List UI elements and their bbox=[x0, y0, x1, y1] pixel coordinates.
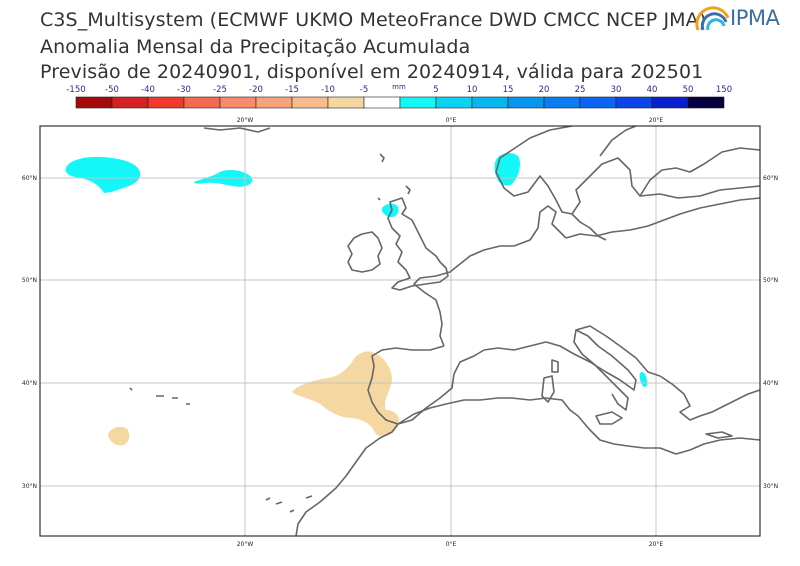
coastlines bbox=[129, 125, 761, 537]
y-tick-right-50n: 50°N bbox=[763, 277, 778, 284]
colorbar-tick-label: -150 bbox=[66, 85, 85, 95]
coast-baltic-south bbox=[565, 197, 761, 239]
coast-scandinavia bbox=[495, 125, 761, 215]
coast-denmark bbox=[537, 205, 567, 239]
y-tick-left-60n: 60°N bbox=[22, 175, 37, 182]
coast-crete bbox=[705, 431, 733, 439]
x-tick-bottom-0e: 0°E bbox=[446, 541, 457, 548]
colorbar-tick-label: -40 bbox=[141, 85, 155, 95]
title-line-1: C3S_Multisystem (ECMWF UKMO MeteoFrance … bbox=[40, 9, 707, 31]
coast-finland bbox=[639, 147, 761, 197]
x-tick-bottom-20e: 20°E bbox=[649, 541, 664, 548]
map-tick-labels: 20°W 0°E 20°E 20°W 0°E 20°E 60°N 50°N 40… bbox=[22, 117, 778, 548]
coast-shetland bbox=[379, 153, 385, 163]
coast-sardinia bbox=[541, 375, 555, 403]
coast-faroe bbox=[377, 197, 381, 201]
ipma-logo-text: IPMA bbox=[730, 6, 780, 30]
y-tick-right-40n: 40°N bbox=[763, 380, 778, 387]
colorbar-tick-label: 40 bbox=[647, 85, 658, 95]
coast-corsica bbox=[551, 359, 559, 373]
negative-anomaly-area-azores bbox=[108, 426, 130, 446]
coast-iberia bbox=[367, 345, 485, 425]
coast-gulf-bothnia bbox=[571, 125, 637, 241]
y-tick-right-60n: 60°N bbox=[763, 175, 778, 182]
coast-low-countries bbox=[459, 227, 539, 265]
coast-balkans bbox=[659, 375, 761, 421]
colorbar-tick-label: -15 bbox=[285, 85, 299, 95]
coast-iceland-fragments bbox=[203, 127, 271, 133]
colorbar-tick-label: 15 bbox=[503, 85, 514, 95]
colorbar-tick-label: 50 bbox=[683, 85, 694, 95]
coast-orkney bbox=[405, 185, 411, 195]
colorbar: -150 -50 -40 -30 -25 -20 -15 -10 -5 5 10 15 20 25 30 40… bbox=[66, 83, 732, 109]
map-grid bbox=[40, 126, 760, 536]
anomaly-areas bbox=[65, 152, 648, 446]
positive-anomaly-area-scotland bbox=[381, 203, 399, 218]
colorbar-tick-label: 5 bbox=[433, 85, 438, 95]
colorbar-tick-label: 25 bbox=[575, 85, 586, 95]
x-tick-bottom-20w: 20°W bbox=[237, 541, 254, 548]
positive-anomaly-area-atlantic-west bbox=[65, 156, 141, 193]
colorbar-tick-label: -10 bbox=[321, 85, 335, 95]
coast-france-west bbox=[413, 263, 461, 347]
y-tick-right-30n: 30°N bbox=[763, 483, 778, 490]
coast-ireland bbox=[347, 231, 383, 273]
y-tick-left-40n: 40°N bbox=[22, 380, 37, 387]
colorbar-tick-label: 150 bbox=[716, 85, 732, 95]
colorbar-tick-label: -30 bbox=[177, 85, 191, 95]
x-tick-top-0e: 0°E bbox=[446, 117, 457, 124]
y-tick-left-50n: 50°N bbox=[22, 277, 37, 284]
map-frame bbox=[39, 125, 761, 537]
coast-azores bbox=[129, 387, 190, 405]
positive-anomaly-area-norway bbox=[494, 152, 520, 186]
colorbar-tick-label: 20 bbox=[539, 85, 550, 95]
negative-anomaly-area-iberia-atlantic bbox=[292, 351, 400, 437]
coast-sicily bbox=[595, 411, 623, 425]
colorbar-unit: mm bbox=[392, 83, 406, 91]
x-tick-top-20w: 20°W bbox=[237, 117, 254, 124]
y-tick-left-30n: 30°N bbox=[22, 483, 37, 490]
colorbar-tick-label: 30 bbox=[611, 85, 622, 95]
x-tick-top-20e: 20°E bbox=[649, 117, 664, 124]
colorbar-swatch bbox=[687, 96, 725, 109]
ipma-logo-icon bbox=[695, 6, 730, 31]
title-line-2: Anomalia Mensal da Precipitação Acumulad… bbox=[40, 36, 471, 58]
colorbar-tick-label: -20 bbox=[249, 85, 263, 95]
coast-great-britain bbox=[387, 197, 449, 291]
colorbar-tick-label: -25 bbox=[213, 85, 227, 95]
positive-anomaly-area-italy bbox=[639, 371, 648, 388]
colorbar-tick-label: 10 bbox=[467, 85, 478, 95]
colorbar-tick-label: -5 bbox=[360, 85, 368, 95]
coast-med-north bbox=[483, 325, 661, 391]
title-line-3: Previsão de 20240901, disponível em 2024… bbox=[40, 61, 704, 83]
coast-north-africa bbox=[295, 397, 761, 537]
coast-canary-islands bbox=[265, 495, 313, 513]
coast-italy bbox=[573, 329, 629, 411]
ipma-logo: IPMA bbox=[694, 4, 784, 34]
colorbar-tick-label: -50 bbox=[105, 85, 119, 95]
